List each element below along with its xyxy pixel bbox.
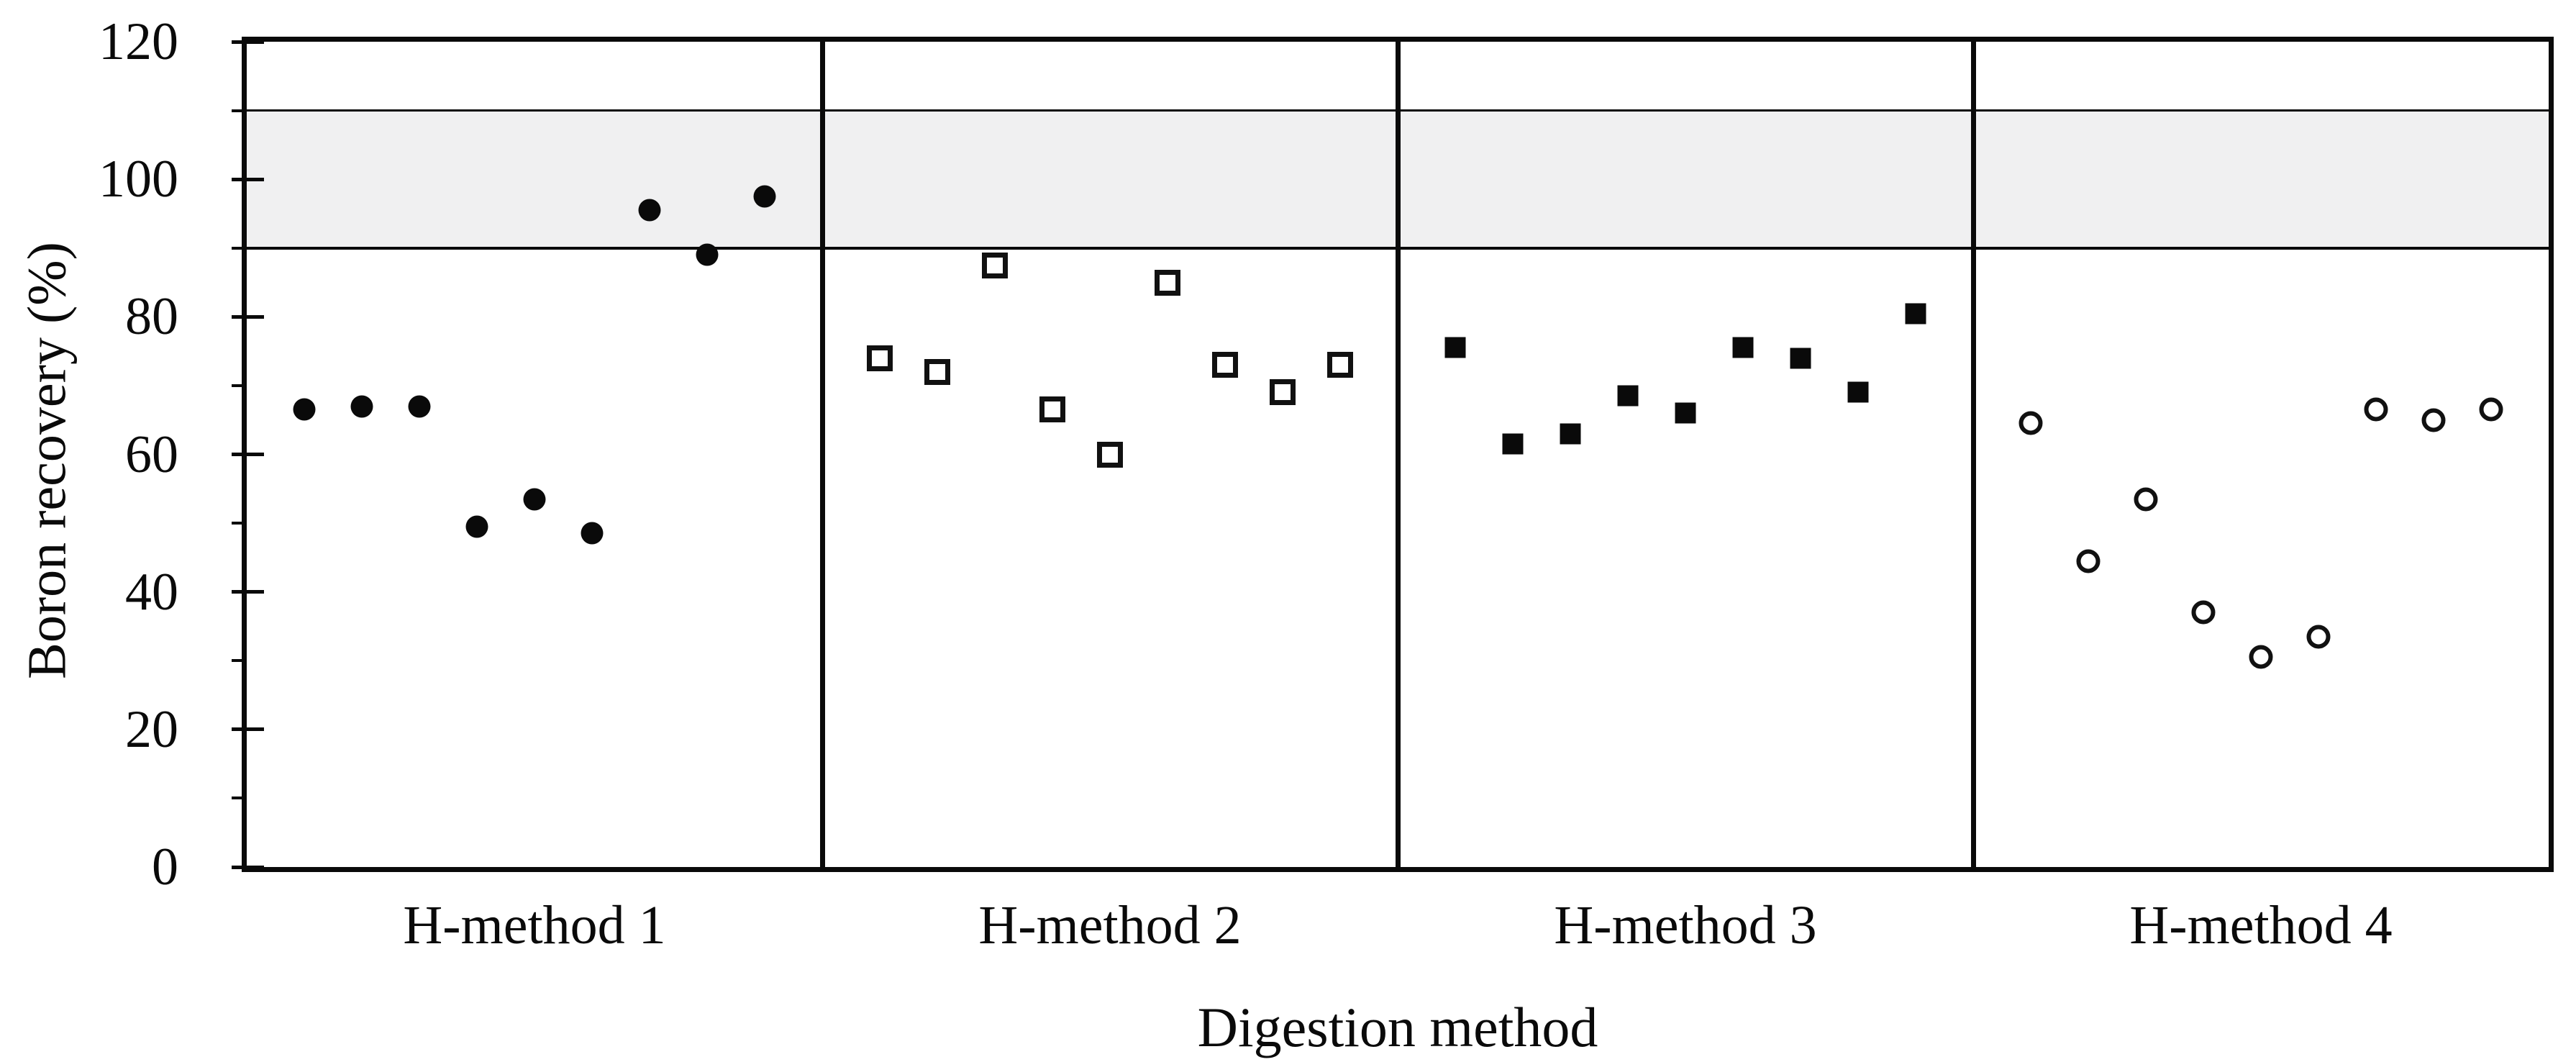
filled-square-marker [1732,337,1754,358]
ytick-label-40: 40 [125,562,178,622]
y-minor-tick [232,522,242,525]
filled-circle-marker [293,398,316,421]
y-axis-title: Boron recovery (%) [17,242,78,679]
open-square-marker [1097,441,1123,468]
open-circle-marker [2306,625,2331,649]
open-square-marker [1039,396,1065,423]
open-circle-marker [2421,408,2446,432]
y-major-tick [232,453,264,456]
filled-circle-marker [581,522,604,545]
y-major-tick [232,590,264,594]
panel-divider [1970,42,1976,867]
y-major-tick [232,314,264,319]
filled-circle-marker [696,243,719,266]
open-circle-marker [2479,397,2503,422]
y-minor-tick [232,796,242,800]
y-minor-tick [232,109,242,112]
filled-square-marker [1502,433,1524,455]
filled-circle-marker [753,185,776,208]
ytick-label-120: 120 [99,12,178,71]
filled-square-marker [1847,381,1869,403]
plot-area [232,40,2549,869]
open-square-marker [1155,269,1180,296]
open-square-marker [1327,352,1353,378]
panel-divider [819,42,825,867]
ytick-label-20: 20 [125,699,178,759]
x-axis-title: Digestion method [1197,996,1598,1058]
y-minor-tick [232,384,242,387]
y-major-tick [232,727,264,732]
open-square-marker [1212,352,1238,378]
ytick-label-100: 100 [99,150,178,209]
ytick-label-80: 80 [125,287,178,347]
open-square-marker [1270,379,1296,406]
open-circle-marker [2364,397,2388,422]
category-label-4: H-method 4 [2129,895,2393,956]
y-minor-tick [232,659,242,663]
open-circle-marker [2191,600,2216,625]
panel-divider [1395,42,1401,867]
category-label-3: H-method 3 [1554,895,1817,956]
filled-square-marker [1790,348,1811,369]
open-square-marker [867,345,893,371]
y-major-tick [232,40,264,44]
filled-circle-marker [408,395,431,418]
ytick-label-0: 0 [152,838,178,897]
open-circle-marker [2076,549,2101,573]
filled-circle-marker [638,199,661,222]
y-minor-tick [232,246,242,250]
y-major-tick [232,865,264,869]
filled-square-marker [1675,402,1696,424]
open-square-marker [924,358,950,385]
filled-circle-marker [465,515,488,538]
filled-circle-marker [350,395,373,418]
category-label-2: H-method 2 [978,895,1242,956]
filled-square-marker [1617,385,1639,407]
ytick-label-60: 60 [125,425,178,484]
open-square-marker [982,252,1008,278]
open-circle-marker [2019,411,2043,435]
filled-square-marker [1905,303,1926,324]
filled-square-marker [1560,423,1581,445]
y-major-tick [232,177,264,181]
open-circle-marker [2134,487,2158,512]
category-label-1: H-method 1 [403,895,666,956]
filled-circle-marker [523,488,546,511]
open-circle-marker [2249,645,2273,669]
filled-square-marker [1444,337,1466,358]
